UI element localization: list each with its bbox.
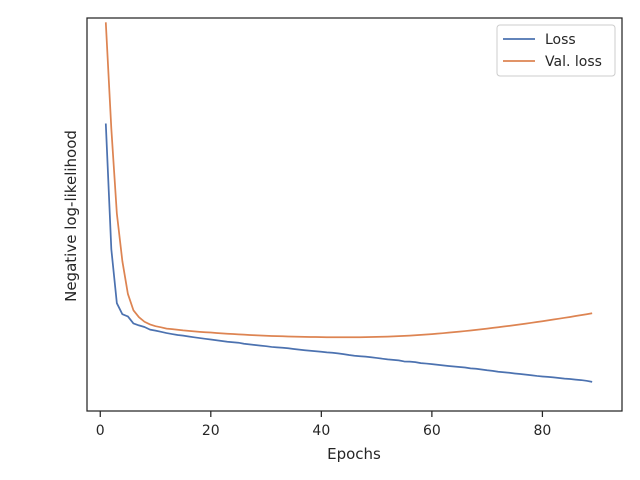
legend-label-loss: Loss — [545, 32, 576, 48]
x-axis-ticks: 0 20 40 60 80 — [96, 411, 551, 439]
legend-box — [496, 24, 616, 77]
x-tick-label: 20 — [202, 423, 220, 439]
series-line-loss — [104, 123, 593, 383]
x-tick-label: 80 — [533, 423, 551, 439]
x-axis-label: Epochs — [327, 445, 381, 463]
series-line-val-loss — [104, 22, 593, 339]
x-tick-label: 40 — [312, 423, 330, 439]
plot-frame — [86, 17, 623, 412]
plot-area — [87, 18, 622, 411]
x-tick-label: 60 — [423, 423, 441, 439]
y-axis-label: Negative log-likelihood — [62, 130, 80, 302]
series-layer — [104, 22, 593, 383]
x-tick-label: 0 — [96, 423, 105, 439]
legend: Loss Val. loss — [496, 24, 616, 77]
legend-label-val-loss: Val. loss — [545, 54, 602, 70]
